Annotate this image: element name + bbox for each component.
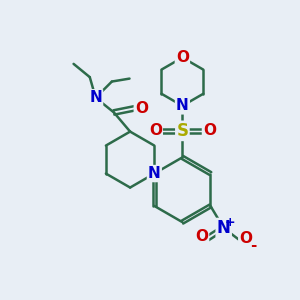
Text: O: O [239,231,252,246]
Text: O: O [135,100,148,116]
Text: O: O [203,123,216,138]
Text: S: S [176,122,188,140]
Text: O: O [176,50,189,65]
Text: O: O [149,123,162,138]
Text: N: N [217,219,231,237]
Text: +: + [224,216,235,229]
Text: N: N [176,98,189,113]
Text: O: O [195,230,208,244]
Text: N: N [148,166,161,181]
Text: -: - [250,238,256,253]
Text: N: N [89,90,102,105]
